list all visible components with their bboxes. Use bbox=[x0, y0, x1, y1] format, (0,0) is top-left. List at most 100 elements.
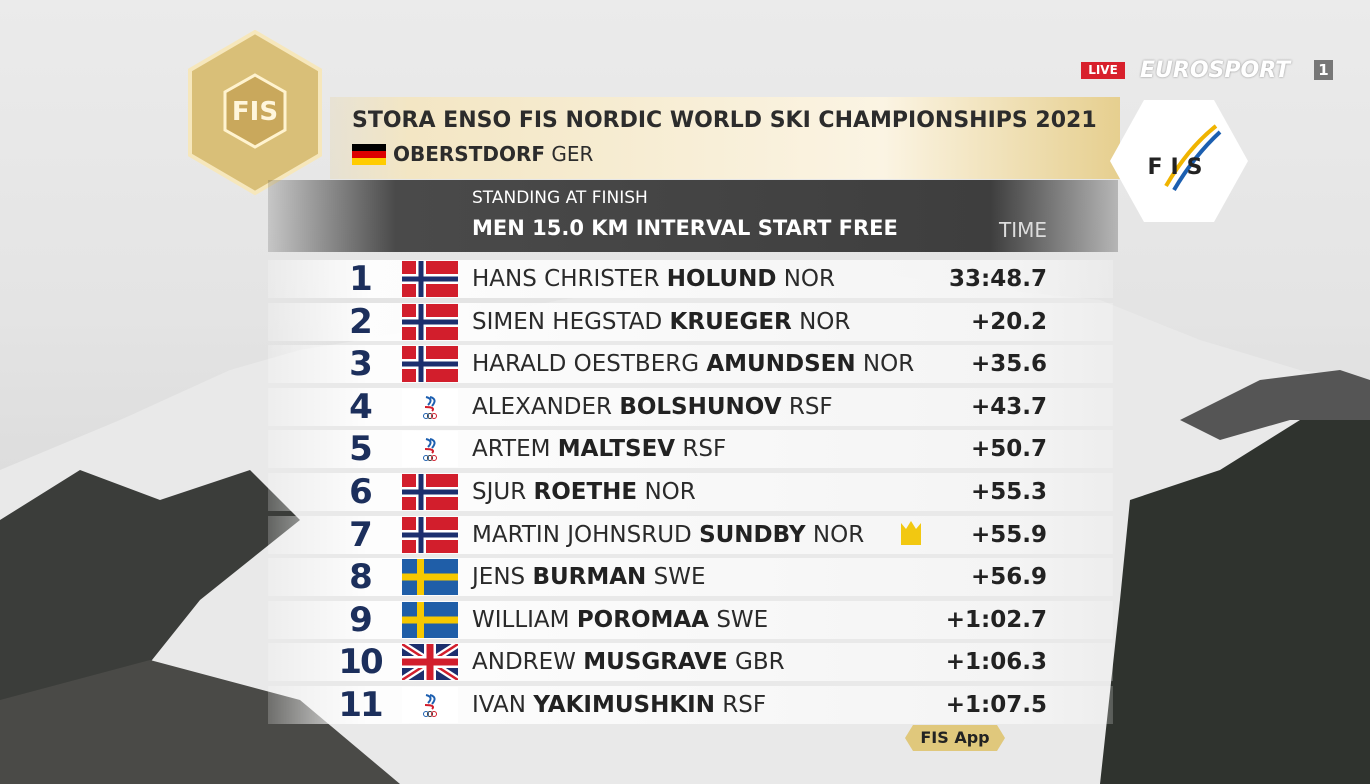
athlete-name: JENS BURMAN SWE bbox=[472, 558, 705, 596]
athlete-name: SJUR ROETHE NOR bbox=[472, 473, 696, 511]
last-name: SUNDBY bbox=[699, 521, 806, 548]
nation: NOR bbox=[799, 308, 851, 335]
last-name: AMUNDSEN bbox=[706, 351, 856, 378]
last-name: MALTSEV bbox=[557, 436, 676, 463]
finish-time: +56.9 bbox=[970, 564, 1047, 591]
athlete-name: SIMEN HEGSTAD KRUEGER NOR bbox=[472, 303, 850, 341]
first-name: HARALD OESTBERG bbox=[472, 351, 700, 378]
result-row: 6 SJUR ROETHE NOR +55.3 bbox=[268, 473, 1113, 511]
fis-app: FIS App bbox=[905, 725, 1005, 751]
event-title: STORA ENSO FIS NORDIC WORLD SKI CHAMPION… bbox=[352, 108, 1097, 133]
first-name: SIMEN HEGSTAD bbox=[472, 308, 663, 335]
header-band bbox=[330, 97, 1120, 179]
flag-graphic bbox=[402, 261, 458, 297]
rank: 7 bbox=[349, 514, 373, 555]
snowflake-text: FIS bbox=[232, 97, 278, 127]
flag-graphic bbox=[402, 687, 458, 723]
nation-flag bbox=[402, 388, 458, 425]
nation: NOR bbox=[862, 351, 915, 378]
fis-logo-text: FIS bbox=[1147, 155, 1210, 180]
nation-flag bbox=[402, 303, 458, 340]
nation: SWE bbox=[653, 564, 706, 591]
first-name: ANDREW bbox=[472, 649, 576, 676]
result-row: 7 MARTIN JOHNSRUD SUNDBY NOR +55.9 bbox=[268, 514, 1113, 555]
rank: 5 bbox=[349, 429, 373, 470]
result-row: 11 IVAN YAKIMUSHKIN RSF +1:07.5 bbox=[268, 686, 1113, 724]
first-name: MARTIN JOHNSRUD bbox=[472, 521, 692, 548]
snowflake-logo: FIS bbox=[188, 30, 322, 196]
flag-germany bbox=[352, 144, 386, 165]
athlete-name: MARTIN JOHNSRUD SUNDBY NOR bbox=[472, 516, 864, 554]
flag-graphic bbox=[402, 431, 458, 468]
channel-name: EUROSPORT bbox=[1140, 58, 1291, 83]
rank: 11 bbox=[338, 685, 383, 725]
nation-flag bbox=[402, 516, 458, 553]
live-badge: LIVE bbox=[1081, 62, 1125, 79]
last-name: ROETHE bbox=[533, 479, 638, 505]
result-row: 9 WILLIAM POROMAA SWE +1:02.7 bbox=[268, 599, 1113, 640]
first-name: ARTEM bbox=[472, 436, 551, 463]
finish-time: +55.3 bbox=[970, 479, 1047, 505]
nation-flag bbox=[402, 601, 458, 638]
nation: RSF bbox=[682, 436, 727, 463]
flag-graphic bbox=[402, 474, 458, 510]
athlete-name: IVAN YAKIMUSHKIN RSF bbox=[472, 686, 766, 724]
finish-time: +1:02.7 bbox=[945, 606, 1047, 633]
flag-graphic bbox=[402, 346, 458, 383]
standing-band bbox=[268, 180, 1118, 252]
rank: 8 bbox=[349, 557, 373, 598]
country: GER bbox=[551, 142, 594, 166]
time-header: TIME bbox=[998, 218, 1047, 242]
leader-icon bbox=[901, 521, 921, 545]
finish-time: +1:07.5 bbox=[945, 692, 1047, 718]
venue: OBERSTDORF GER bbox=[393, 142, 593, 166]
nation: NOR bbox=[783, 266, 836, 292]
result-row: 5 ARTEM MALTSEV RSF +50.7 bbox=[268, 429, 1113, 470]
last-name: HOLUND bbox=[666, 266, 777, 292]
first-name: WILLIAM bbox=[472, 606, 570, 633]
finish-time: 33:48.7 bbox=[949, 266, 1047, 292]
last-name: BOLSHUNOV bbox=[619, 393, 782, 420]
last-name: KRUEGER bbox=[669, 308, 792, 335]
athlete-name: ARTEM MALTSEV RSF bbox=[472, 430, 726, 468]
nation: NOR bbox=[812, 521, 865, 548]
flag-graphic bbox=[402, 303, 458, 340]
rank: 1 bbox=[349, 259, 373, 299]
rank: 10 bbox=[338, 642, 383, 683]
athlete-name: WILLIAM POROMAA SWE bbox=[472, 601, 768, 639]
last-name: POROMAA bbox=[576, 606, 709, 633]
result-row: 4 ALEXANDER BOLSHUNOV RSF +43.7 bbox=[268, 386, 1113, 427]
first-name: IVAN bbox=[472, 692, 526, 718]
rank: 4 bbox=[349, 386, 373, 427]
flag-graphic bbox=[402, 559, 458, 596]
nation-flag bbox=[402, 687, 458, 723]
rank: 3 bbox=[349, 344, 373, 385]
rank: 9 bbox=[349, 599, 373, 640]
fis-logo: FIS bbox=[1110, 100, 1248, 222]
location: OBERSTDORF bbox=[393, 142, 546, 166]
nation-flag bbox=[402, 474, 458, 510]
last-name: MUSGRAVE bbox=[583, 649, 728, 676]
flag-graphic bbox=[402, 388, 458, 425]
finish-time: +1:06.3 bbox=[945, 649, 1047, 676]
nation-flag bbox=[402, 559, 458, 596]
nation-flag bbox=[402, 261, 458, 297]
athlete-name: HARALD OESTBERG AMUNDSEN NOR bbox=[472, 345, 914, 383]
finish-time: +43.7 bbox=[970, 393, 1047, 420]
rank: 6 bbox=[349, 472, 373, 512]
flag-graphic bbox=[402, 516, 458, 553]
first-name: JENS bbox=[472, 564, 526, 591]
event-name: MEN 15.0 KM INTERVAL START FREE bbox=[472, 216, 898, 240]
finish-time: +35.6 bbox=[970, 351, 1047, 378]
finish-time: +50.7 bbox=[970, 436, 1047, 463]
athlete-name: HANS CHRISTER HOLUND NOR bbox=[472, 260, 835, 298]
nation-flag bbox=[402, 431, 458, 468]
athlete-name: ALEXANDER BOLSHUNOV RSF bbox=[472, 388, 833, 426]
last-name: BURMAN bbox=[532, 564, 647, 591]
first-name: HANS CHRISTER bbox=[472, 266, 660, 292]
last-name: YAKIMUSHKIN bbox=[533, 692, 715, 718]
result-row: 3 HARALD OESTBERG AMUNDSEN NOR +35.6 bbox=[268, 344, 1113, 385]
standing-status: STANDING AT FINISH bbox=[472, 188, 648, 208]
nation: GBR bbox=[735, 649, 785, 676]
